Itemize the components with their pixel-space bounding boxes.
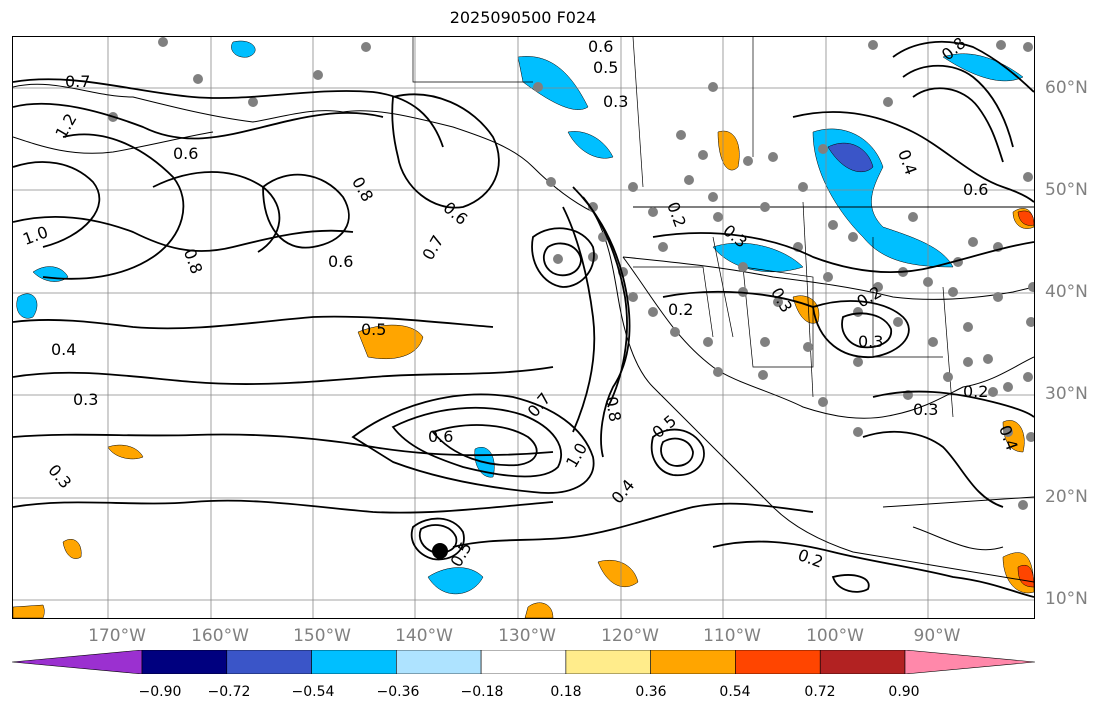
contour-label: 0.6 (173, 144, 198, 163)
colorbar-tick: −0.36 (376, 684, 420, 700)
contour-label: 0.6 (440, 198, 472, 229)
colorbar-segment (226, 650, 312, 674)
colorbar-tick: 0.18 (550, 684, 582, 700)
contour-label: 0.3 (767, 284, 796, 316)
colorbar (12, 650, 1035, 674)
lon-label: 90°W (913, 626, 961, 646)
contour-label: 1.2 (51, 110, 80, 142)
fill-orange-5 (107, 444, 144, 460)
colorbar-segment (480, 650, 567, 674)
contour-label: 0.7 (65, 72, 90, 91)
colorbar-tick: −0.90 (138, 684, 182, 700)
contour-label: 0.6 (428, 427, 453, 446)
lon-label: 170°W (88, 626, 146, 646)
fill-blue-10 (567, 131, 614, 159)
contour-label: 0.3 (73, 390, 98, 409)
colorbar-segment (396, 650, 482, 674)
contour-label: 0.2 (663, 199, 690, 229)
lon-label: 160°W (191, 626, 249, 646)
contour-label: 0.2 (963, 382, 988, 401)
colorbar-segments (12, 650, 1035, 674)
colorbar-tick: 0.90 (888, 684, 920, 700)
fill-blue-5 (16, 293, 38, 319)
contour-label: 0.3 (44, 461, 75, 493)
fill-orange-9 (524, 602, 554, 618)
lon-label: 140°W (395, 626, 453, 646)
fill-orange-2 (717, 130, 740, 171)
contour-label: 0.5 (593, 58, 618, 77)
lat-label: 30°N (1045, 384, 1088, 404)
fill-blue-1 (517, 56, 589, 110)
fill-blue-9 (712, 242, 804, 272)
colorbar-tick: 0.72 (804, 684, 836, 700)
fill-orange-11 (62, 539, 82, 559)
contour-label: 0.3 (603, 92, 628, 111)
colorbar-segment (650, 650, 736, 674)
contour-label: 0.4 (51, 340, 76, 359)
colorbar-tick: 0.36 (635, 684, 667, 700)
contour-label: 0.5 (361, 320, 386, 339)
colorbar-segment (735, 650, 821, 674)
colorbar-tick: −0.72 (207, 684, 251, 700)
lon-label: 150°W (293, 626, 351, 646)
colorbar-tick: −0.54 (291, 684, 335, 700)
contour-label: 0.4 (607, 476, 638, 508)
fill-orange-4 (597, 559, 639, 587)
colorbar-segment (565, 650, 651, 674)
contour-label: 0.4 (894, 147, 921, 177)
fill-orange-1 (357, 324, 424, 360)
colorbar-tick: −0.18 (460, 684, 504, 700)
map-panel: 0.7 1.2 0.6 1.0 0.8 0.6 0.8 0.7 0.6 0.5 … (12, 36, 1035, 619)
lon-label: 120°W (601, 626, 659, 646)
colorbar-extend-min (12, 650, 143, 674)
lat-label: 50°N (1045, 180, 1088, 200)
lon-label: 110°W (703, 626, 761, 646)
lat-label: 20°N (1045, 487, 1088, 507)
fill-blue-4 (942, 53, 1024, 82)
map-canvas: 0.7 1.2 0.6 1.0 0.8 0.6 0.8 0.7 0.6 0.5 … (13, 37, 1034, 618)
fill-orange-10 (13, 604, 45, 618)
lat-label: 10°N (1045, 589, 1088, 609)
colorbar-segment (311, 650, 397, 674)
colorbar-extend-max (904, 650, 1035, 674)
lat-label: 60°N (1045, 78, 1088, 98)
contour-label: 0.8 (348, 173, 377, 205)
lon-label: 100°W (806, 626, 864, 646)
lon-label: 130°W (498, 626, 556, 646)
contour-label: 0.3 (913, 400, 938, 419)
contour-label: 0.6 (588, 37, 613, 56)
colorbar-tick: 0.54 (719, 684, 751, 700)
fill-blue-2 (231, 40, 256, 58)
contour-lines (13, 40, 1034, 598)
contour-label: 0.8 (602, 395, 625, 423)
station-dots (108, 37, 1034, 510)
contour-label: 0.3 (858, 332, 883, 351)
contour-label: 0.6 (328, 252, 353, 271)
colorbar-segment (819, 650, 906, 674)
contour-label: 0.2 (668, 300, 693, 319)
fill-blue-8 (427, 567, 484, 595)
fill-dark-blue (827, 142, 874, 172)
contour-label: 0.6 (963, 180, 988, 199)
fill-red-2 (1017, 210, 1034, 226)
colorbar-segment (141, 650, 228, 674)
lat-label: 40°N (1045, 282, 1088, 302)
contour-label: 1.0 (20, 222, 50, 249)
anomaly-fills (13, 40, 1034, 618)
contour-label: 0.7 (418, 232, 447, 264)
map-title: 2025090500 F024 (449, 8, 597, 27)
contour-label: 0.7 (524, 389, 555, 421)
storm-center-marker (432, 543, 448, 559)
